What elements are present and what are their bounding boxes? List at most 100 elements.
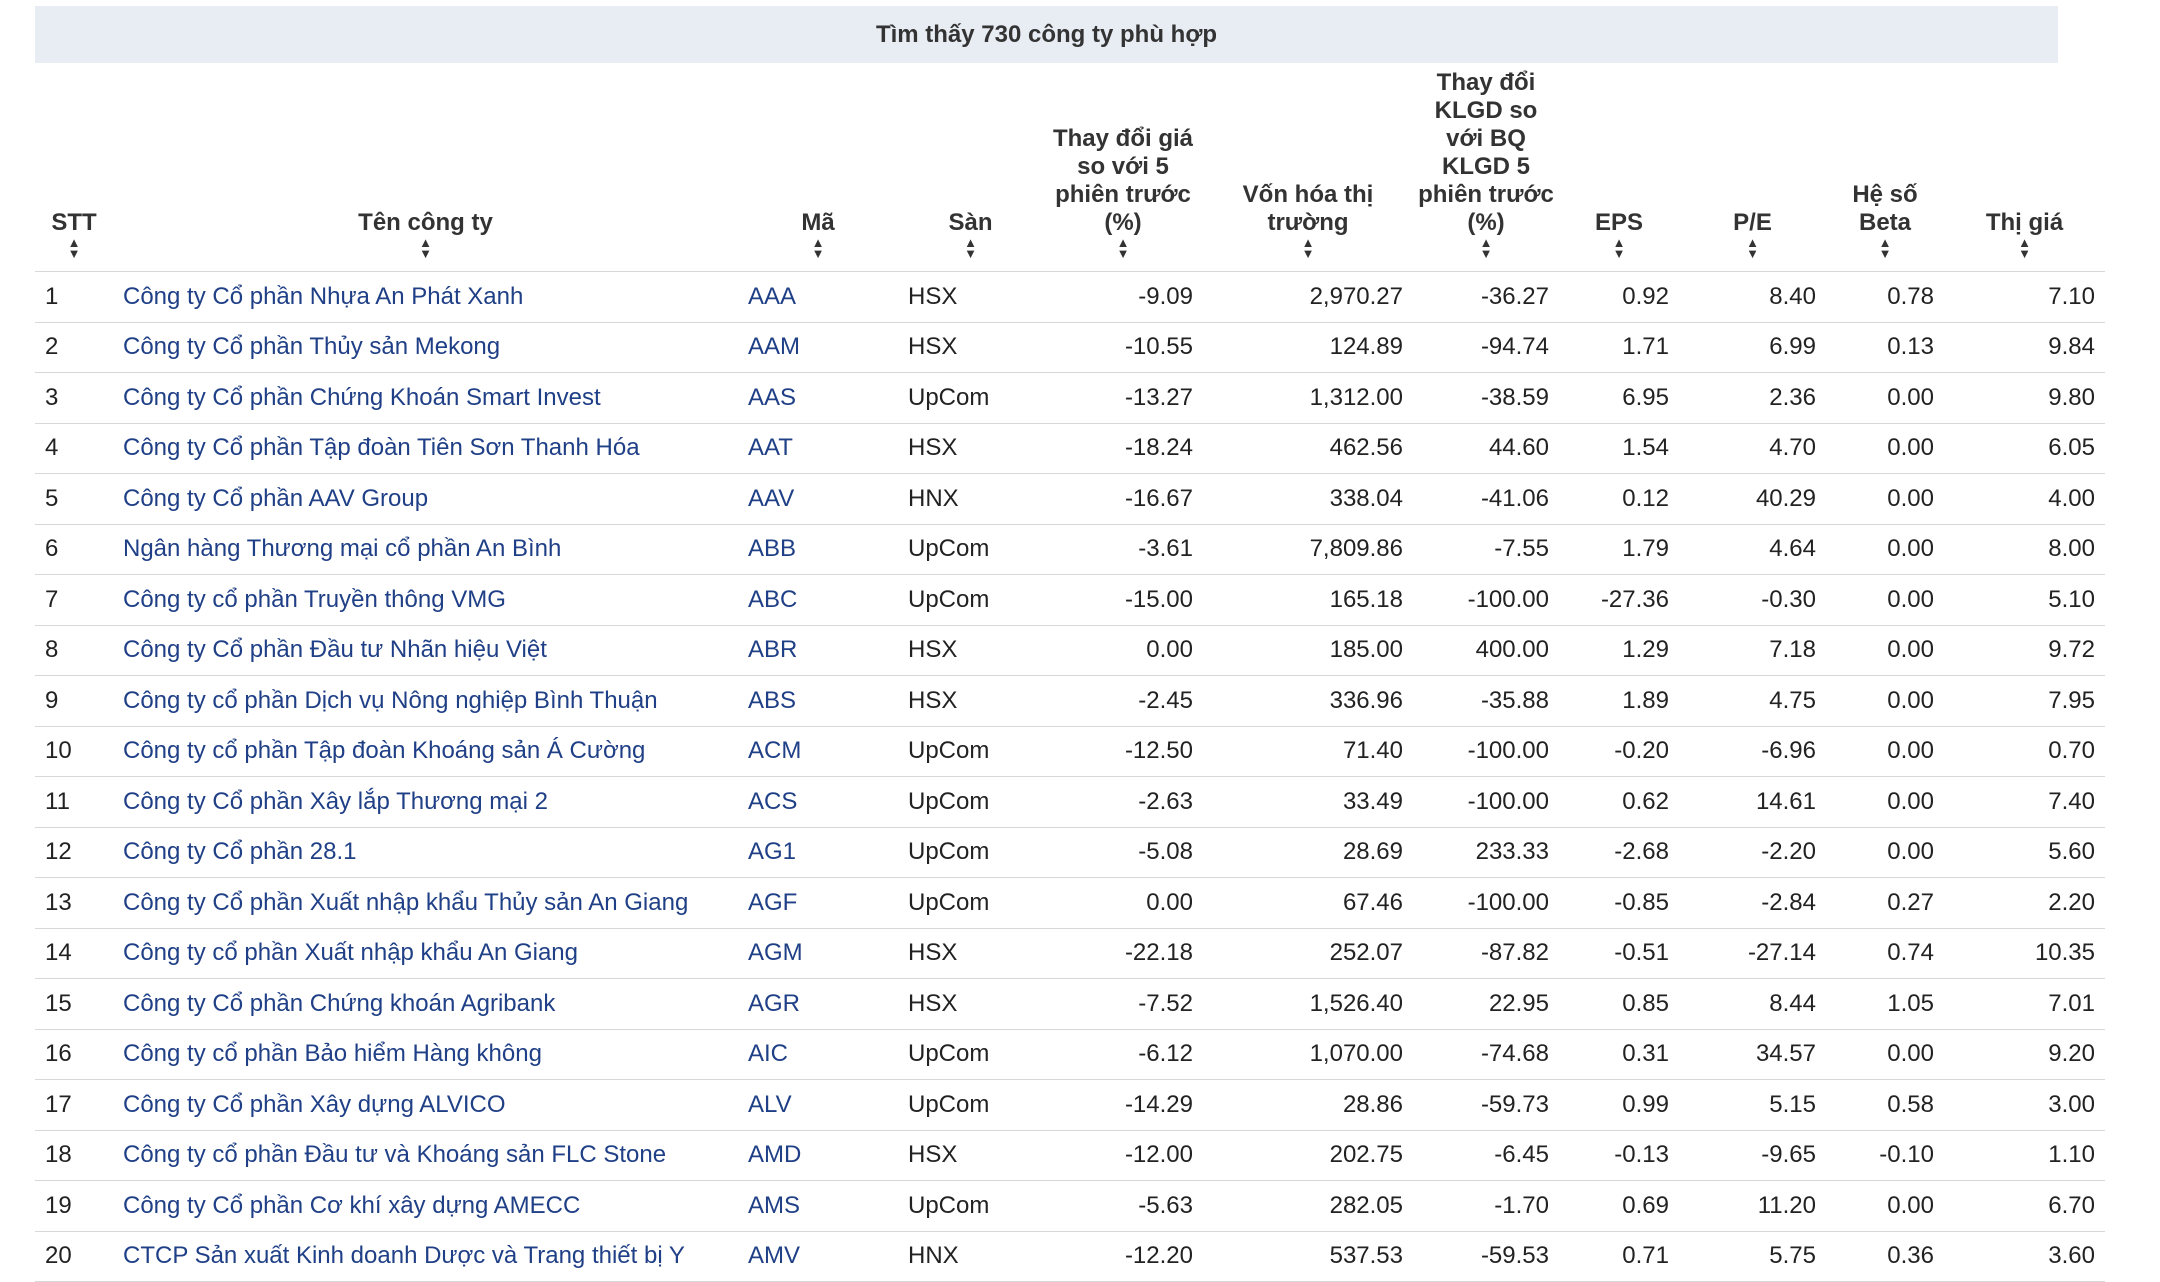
cell-name[interactable]: Công ty Cổ phần Xây dựng ALVICO [113, 1079, 738, 1131]
cell-market_cap: 336.96 [1203, 675, 1413, 727]
cell-name[interactable]: Công ty Cổ phần Xuất nhập khẩu Thủy sản … [113, 877, 738, 929]
cell-exchange: UpCom [898, 372, 1043, 424]
table-row[interactable]: 6 Ngân hàng Thương mại cổ phần An Bình ABB… [35, 524, 2105, 575]
cell-name[interactable]: Công ty Cổ phần Chứng khoán Agribank [113, 978, 738, 1030]
table-row[interactable]: 12 Công ty Cổ phần 28.1 AG1 UpCom -5.08 28.69… [35, 827, 2105, 878]
cell-name[interactable]: Công ty Cổ phần Cơ khí xây dựng AMECC [113, 1180, 738, 1232]
column-header-pe[interactable]: P/E ▲ ▼ [1679, 63, 1826, 272]
column-header-beta[interactable]: Hệ số Beta ▲ ▼ [1826, 63, 1944, 272]
sort-arrows-icon[interactable]: ▲ ▼ [1746, 235, 1759, 261]
cell-eps: 6.95 [1559, 372, 1679, 424]
table-row[interactable]: 9 Công ty cổ phần Dịch vụ Nông nghiệp Bìn… [35, 675, 2105, 727]
table-row[interactable]: 17 Công ty Cổ phần Xây dựng ALVICO ALV UpCo… [35, 1079, 2105, 1131]
cell-code[interactable]: AMS [738, 1180, 898, 1232]
cell-name[interactable]: Công ty Cổ phần Xây lắp Thương mại 2 [113, 776, 738, 828]
cell-name[interactable]: Công ty cổ phần Xuất nhập khẩu An Giang [113, 928, 738, 979]
cell-name[interactable]: Công ty Cổ phần 28.1 [113, 827, 738, 878]
cell-code[interactable]: AG1 [738, 827, 898, 878]
sort-arrows-icon[interactable]: ▲ ▼ [811, 235, 825, 261]
cell-code[interactable]: AAM [738, 322, 898, 373]
cell-name[interactable]: Công ty Cổ phần Thủy sản Mekong [113, 322, 738, 373]
cell-code[interactable]: ALV [738, 1079, 898, 1131]
cell-name[interactable]: Công ty Cổ phần Đầu tư Nhãn hiệu Việt [113, 625, 738, 676]
cell-code[interactable]: AAT [738, 423, 898, 474]
column-header-price_change[interactable]: Thay đổi giá so với 5 phiên trước (%) ▲ ▼ [1043, 63, 1203, 272]
cell-code[interactable]: AAS [738, 372, 898, 424]
cell-beta: 0.78 [1826, 271, 1944, 323]
cell-code[interactable]: ABS [738, 675, 898, 727]
cell-name[interactable]: Công ty cổ phần Đầu tư và Khoáng sản FLC… [113, 1130, 738, 1181]
cell-code[interactable]: ABR [738, 625, 898, 676]
sort-arrows-icon[interactable]: ▲ ▼ [1878, 235, 1892, 261]
table-row[interactable]: 10 Công ty cổ phần Tập đoàn Khoáng sản Á … [35, 726, 2105, 777]
cell-code[interactable]: ABC [738, 574, 898, 626]
cell-code[interactable]: ACM [738, 726, 898, 777]
cell-code[interactable]: AAA [738, 271, 898, 323]
table-row[interactable]: 7 Công ty cổ phần Truyền thông VMG ABC UpCo… [35, 574, 2105, 626]
sort-arrows-icon[interactable]: ▲ ▼ [1116, 235, 1130, 261]
column-header-code[interactable]: Mã ▲ ▼ [738, 63, 898, 272]
cell-code[interactable]: AGM [738, 928, 898, 979]
cell-name[interactable]: Công ty cổ phần Truyền thông VMG [113, 574, 738, 626]
sort-arrows-icon[interactable]: ▲ ▼ [1301, 235, 1315, 261]
table-row[interactable]: 8 Công ty Cổ phần Đầu tư Nhãn hiệu Việt AB… [35, 625, 2105, 676]
cell-beta: 0.58 [1826, 1079, 1944, 1131]
column-header-stt[interactable]: STT ▲ ▼ [35, 63, 113, 272]
cell-code[interactable]: ABB [738, 524, 898, 575]
cell-code[interactable]: AAV [738, 473, 898, 525]
table-row[interactable]: 3 Công ty Cổ phần Chứng Khoán Smart Inves… [35, 372, 2105, 424]
table-row[interactable]: 1 Công ty Cổ phần Nhựa An Phát Xanh AAA HSX… [35, 271, 2105, 323]
cell-code[interactable]: ACS [738, 776, 898, 828]
cell-market_cap: 67.46 [1203, 877, 1413, 929]
table-row[interactable]: 18 Công ty cổ phần Đầu tư và Khoáng sản F… [35, 1130, 2105, 1181]
cell-price: 3.00 [1944, 1079, 2105, 1131]
table-row[interactable]: 4 Công ty Cổ phần Tập đoàn Tiên Sơn Thanh… [35, 423, 2105, 474]
sort-arrows-icon[interactable]: ▲ ▼ [67, 235, 81, 261]
cell-name[interactable]: Công ty cổ phần Bảo hiểm Hàng không [113, 1029, 738, 1080]
cell-name[interactable]: Công ty Cổ phần AAV Group [113, 473, 738, 525]
column-header-name[interactable]: Tên công ty ▲ ▼ [113, 63, 738, 272]
cell-code[interactable]: AMV [738, 1231, 898, 1282]
cell-code[interactable]: AGR [738, 978, 898, 1030]
sort-arrows-icon[interactable]: ▲ ▼ [419, 235, 432, 261]
sort-arrows-icon[interactable]: ▲ ▼ [1612, 235, 1626, 261]
column-header-volume_change[interactable]: Thay đổi KLGD so với BQ KLGD 5 phiên trư… [1413, 63, 1559, 272]
table-row[interactable]: 11 Công ty Cổ phần Xây lắp Thương mại 2 AC… [35, 776, 2105, 828]
column-header-price[interactable]: Thị giá ▲ ▼ [1944, 63, 2105, 272]
cell-name[interactable]: Công ty Cổ phần Tập đoàn Tiên Sơn Thanh … [113, 423, 738, 474]
sort-arrows-icon[interactable]: ▲ ▼ [964, 235, 977, 261]
column-header-eps[interactable]: EPS ▲ ▼ [1559, 63, 1679, 272]
cell-name[interactable]: Công ty cổ phần Dịch vụ Nông nghiệp Bình… [113, 675, 738, 727]
table-row[interactable]: 13 Công ty Cổ phần Xuất nhập khẩu Thủy sả… [35, 877, 2105, 929]
sort-arrows-icon[interactable]: ▲ ▼ [2018, 235, 2031, 261]
cell-exchange: HNX [898, 473, 1043, 525]
cell-market_cap: 28.86 [1203, 1079, 1413, 1131]
cell-stt: 16 [35, 1029, 113, 1080]
table-row[interactable]: 2 Công ty Cổ phần Thủy sản Mekong AAM HSX -1… [35, 322, 2105, 373]
cell-name[interactable]: Công ty Cổ phần Nhựa An Phát Xanh [113, 271, 738, 323]
cell-eps: 0.12 [1559, 473, 1679, 525]
cell-code[interactable]: AIC [738, 1029, 898, 1080]
column-header-exchange[interactable]: Sàn ▲ ▼ [898, 63, 1043, 272]
cell-price_change: -7.52 [1043, 978, 1203, 1030]
table-row[interactable]: 14 Công ty cổ phần Xuất nhập khẩu An Gian… [35, 928, 2105, 979]
cell-name[interactable]: Công ty Cổ phần Chứng Khoán Smart Invest [113, 372, 738, 424]
table-header-row: STT ▲ ▼ Tên công ty ▲ ▼ Mã ▲ ▼ Sàn ▲ ▼ Thay đổi giá … [35, 63, 2105, 272]
column-header-label: Hệ số Beta [1852, 181, 1918, 236]
cell-name[interactable]: Ngân hàng Thương mại cổ phần An Bình [113, 524, 738, 575]
table-row[interactable]: 16 Công ty cổ phần Bảo hiểm Hàng không AIC… [35, 1029, 2105, 1080]
cell-code[interactable]: AMD [738, 1130, 898, 1181]
cell-pe: 8.40 [1679, 271, 1826, 323]
sort-arrows-icon[interactable]: ▲ ▼ [1479, 235, 1493, 261]
table-row[interactable]: 19 Công ty Cổ phần Cơ khí xây dựng AMECC A… [35, 1180, 2105, 1232]
table-row[interactable]: 20 CTCP Sản xuất Kinh doanh Dược và Trang… [35, 1231, 2105, 1282]
cell-volume_change: 400.00 [1413, 625, 1559, 676]
table-row[interactable]: 15 Công ty Cổ phần Chứng khoán Agribank AG… [35, 978, 2105, 1030]
cell-pe: 11.20 [1679, 1180, 1826, 1232]
cell-name[interactable]: CTCP Sản xuất Kinh doanh Dược và Trang t… [113, 1231, 738, 1282]
cell-name[interactable]: Công ty cổ phần Tập đoàn Khoáng sản Á Cư… [113, 726, 738, 777]
column-header-market_cap[interactable]: Vốn hóa thị trường ▲ ▼ [1203, 63, 1413, 272]
cell-stt: 4 [35, 423, 113, 474]
table-row[interactable]: 5 Công ty Cổ phần AAV Group AAV HNX -16.67 33… [35, 473, 2105, 525]
cell-code[interactable]: AGF [738, 877, 898, 929]
